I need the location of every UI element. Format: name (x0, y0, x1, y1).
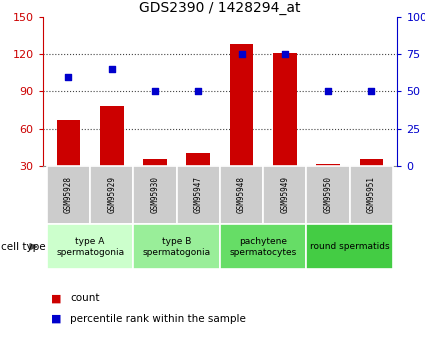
Point (368, 89, 375, 94)
Text: GSM95948: GSM95948 (237, 176, 246, 214)
Point (238, 51, 245, 57)
Text: GSM95951: GSM95951 (367, 176, 376, 214)
Bar (263, 166, 306, 224)
Bar (306, 166, 350, 224)
Bar (220, 166, 263, 224)
Text: pachytene
spermatocytes: pachytene spermatocytes (230, 237, 297, 257)
Bar (350, 166, 393, 224)
Bar (90, 166, 133, 224)
Bar (47, 166, 90, 224)
Text: type A
spermatogonia: type A spermatogonia (56, 237, 124, 257)
Text: GSM95929: GSM95929 (107, 176, 116, 214)
Bar (133, 224, 220, 269)
Bar (187, 153, 210, 166)
Bar (133, 166, 177, 224)
Bar (100, 106, 124, 166)
Bar (360, 159, 383, 166)
Bar (230, 45, 253, 166)
Bar (220, 224, 306, 269)
Bar (57, 120, 80, 166)
Bar (143, 159, 167, 166)
Text: ■: ■ (51, 314, 62, 324)
Text: type B
spermatogonia: type B spermatogonia (143, 237, 211, 257)
Bar (47, 224, 133, 269)
Point (325, 89, 332, 94)
Bar (316, 164, 340, 166)
Text: GSM95949: GSM95949 (280, 176, 289, 214)
Bar (177, 166, 220, 224)
Text: GSM95947: GSM95947 (194, 176, 203, 214)
Text: GSM95928: GSM95928 (64, 176, 73, 214)
Text: cell type: cell type (1, 242, 45, 252)
Bar (306, 224, 393, 269)
Text: ■: ■ (51, 294, 62, 303)
Point (195, 89, 202, 94)
Text: GSM95950: GSM95950 (323, 176, 333, 214)
Point (108, 66, 115, 72)
Point (281, 51, 288, 57)
Text: percentile rank within the sample: percentile rank within the sample (70, 314, 246, 324)
Title: GDS2390 / 1428294_at: GDS2390 / 1428294_at (139, 1, 300, 15)
Bar (273, 53, 297, 166)
Text: count: count (70, 294, 99, 303)
Text: round spermatids: round spermatids (310, 242, 390, 251)
Point (65, 74, 72, 79)
Point (152, 89, 159, 94)
Text: GSM95930: GSM95930 (150, 176, 159, 214)
